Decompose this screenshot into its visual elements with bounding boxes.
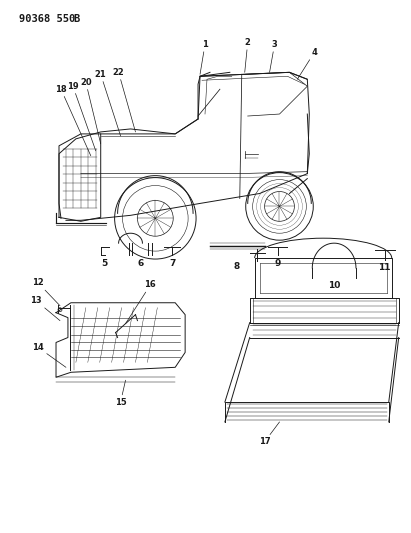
Text: 17: 17 <box>259 422 279 446</box>
Text: 9: 9 <box>274 259 281 268</box>
Text: 3: 3 <box>270 40 277 72</box>
Text: 15: 15 <box>115 380 127 407</box>
Text: 90368 550: 90368 550 <box>19 14 76 23</box>
Text: 13: 13 <box>30 296 60 321</box>
Text: 22: 22 <box>113 68 136 132</box>
Text: 4: 4 <box>298 48 317 79</box>
Text: 5: 5 <box>102 259 108 268</box>
Text: 19: 19 <box>67 82 96 151</box>
Text: 8: 8 <box>234 262 240 271</box>
Text: 21: 21 <box>95 70 120 136</box>
Text: 16: 16 <box>125 280 156 324</box>
Text: 10: 10 <box>328 281 340 290</box>
Text: 6: 6 <box>137 259 143 268</box>
Text: B: B <box>73 14 79 23</box>
Text: 12: 12 <box>32 278 60 306</box>
Text: 14: 14 <box>32 343 66 367</box>
Text: 1: 1 <box>200 40 208 74</box>
Text: 2: 2 <box>245 38 251 72</box>
Text: 20: 20 <box>80 78 101 144</box>
Text: 11: 11 <box>379 263 391 272</box>
Text: 18: 18 <box>55 85 91 156</box>
Text: 7: 7 <box>169 259 175 268</box>
